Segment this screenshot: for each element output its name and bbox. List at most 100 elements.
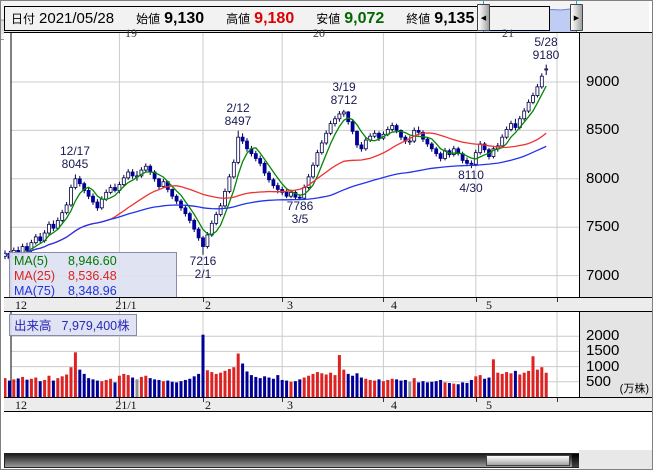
nav-year-label: 21	[502, 26, 514, 40]
ma75-label: MA(75)	[14, 284, 55, 298]
month-tick	[383, 398, 385, 402]
ma25-value: 8,536.48	[68, 269, 117, 283]
candle-body	[161, 181, 166, 187]
high-label: 高値	[226, 12, 251, 26]
volume-bar	[474, 376, 478, 397]
horizontal-scrollbar[interactable]	[4, 453, 581, 468]
candle-body	[192, 220, 197, 230]
month-tick	[119, 398, 121, 402]
volume-bar	[43, 379, 47, 397]
candle-body	[337, 113, 342, 120]
volume-bar	[500, 373, 504, 397]
volume-bar	[320, 373, 324, 397]
candle-body	[482, 143, 487, 151]
volume-bar	[7, 380, 11, 397]
candle-body	[38, 236, 43, 242]
volume-bar	[403, 379, 407, 397]
candle-body	[491, 148, 496, 157]
candle-body	[271, 179, 276, 186]
volume-tick-label: 1500	[586, 342, 620, 360]
volume-bar	[56, 378, 60, 397]
candle-body	[535, 86, 540, 96]
volume-bar	[258, 378, 262, 397]
volume-bar	[443, 382, 447, 397]
candle-body	[328, 123, 333, 134]
volume-bar	[65, 374, 69, 397]
volume-bar	[337, 355, 341, 397]
candle-body	[47, 223, 51, 234]
volume-bar	[311, 373, 315, 397]
volume-value: 7,979,400株	[61, 319, 130, 333]
close-value: 9,135	[434, 9, 475, 27]
month-tick	[203, 398, 204, 402]
volume-bar	[205, 370, 209, 397]
volume-bar	[351, 375, 355, 397]
month-label: 21/1	[115, 398, 137, 412]
date-value: 2021/05/28	[39, 10, 115, 27]
nav-year-label: 20	[313, 26, 325, 40]
navigator-left-handle[interactable]: ◀	[477, 4, 490, 31]
chart-annotation: 5/28 9180	[532, 35, 560, 62]
volume-bar	[175, 382, 179, 397]
volume-bar	[245, 371, 249, 397]
month-axis-bottom: 12 21/1 2 3 4 5	[4, 397, 652, 412]
navigator-right-handle[interactable]: ▶	[570, 4, 583, 31]
scrollbar-thumb[interactable]	[486, 455, 570, 466]
ma5-line	[4, 85, 547, 257]
volume-bar	[293, 381, 297, 397]
volume-bar	[201, 334, 205, 397]
candle-body	[539, 75, 544, 88]
candle-body	[267, 172, 271, 181]
volume-bar	[60, 376, 64, 397]
candle-body	[121, 177, 126, 186]
volume-bar	[540, 367, 544, 397]
candle-body	[363, 139, 368, 150]
volume-bar	[505, 372, 509, 397]
volume-bar	[34, 377, 38, 397]
month-tick	[557, 398, 558, 402]
candle-body	[73, 178, 78, 188]
candle-body	[25, 246, 29, 251]
volume-bar	[267, 377, 271, 397]
volume-bar	[249, 375, 253, 397]
low-label: 安値	[316, 12, 341, 26]
candle-body	[113, 187, 117, 191]
candle-body	[231, 161, 236, 178]
volume-bar	[126, 375, 130, 397]
nav-year-label: 19	[125, 26, 137, 40]
volume-bar	[390, 378, 394, 397]
candle-body	[69, 187, 73, 206]
volume-bar	[496, 372, 500, 397]
price-tick-label: 7500	[586, 218, 620, 236]
volume-bar	[236, 353, 240, 397]
month-label: 21/1	[115, 298, 137, 312]
volume-bar	[377, 379, 381, 397]
volume-bar	[95, 380, 99, 397]
ma5-label: MA(5)	[14, 254, 49, 268]
price-axis: 9000 8500 8000 7500 7000	[579, 32, 652, 298]
volume-bar	[329, 372, 333, 397]
ma25-row: MA(25) 8,536.48	[14, 269, 172, 284]
month-label: 2	[205, 298, 211, 312]
candle-body	[504, 129, 509, 138]
volume-bar	[434, 381, 438, 397]
candle-body	[421, 131, 425, 140]
volume-bar	[183, 379, 187, 397]
candle-body	[526, 101, 531, 112]
month-tick	[282, 298, 284, 302]
month-tick	[282, 398, 284, 402]
volume-bar	[47, 375, 51, 397]
volume-bar	[399, 380, 403, 397]
volume-bar	[139, 376, 143, 397]
month-tick	[557, 298, 558, 302]
volume-bar	[302, 377, 306, 397]
volume-tick-label: 500	[586, 372, 612, 390]
ma-legend: MA(5) 8,946.60 MA(25) 8,536.48 MA(75) 8,…	[9, 252, 177, 301]
price-tick-label: 7000	[586, 266, 620, 284]
high-value: 9,180	[254, 9, 295, 27]
volume-bar	[109, 378, 113, 397]
candle-body	[372, 132, 377, 137]
candle-body	[531, 95, 535, 103]
volume-bar	[373, 380, 377, 397]
candle-body	[104, 191, 109, 200]
